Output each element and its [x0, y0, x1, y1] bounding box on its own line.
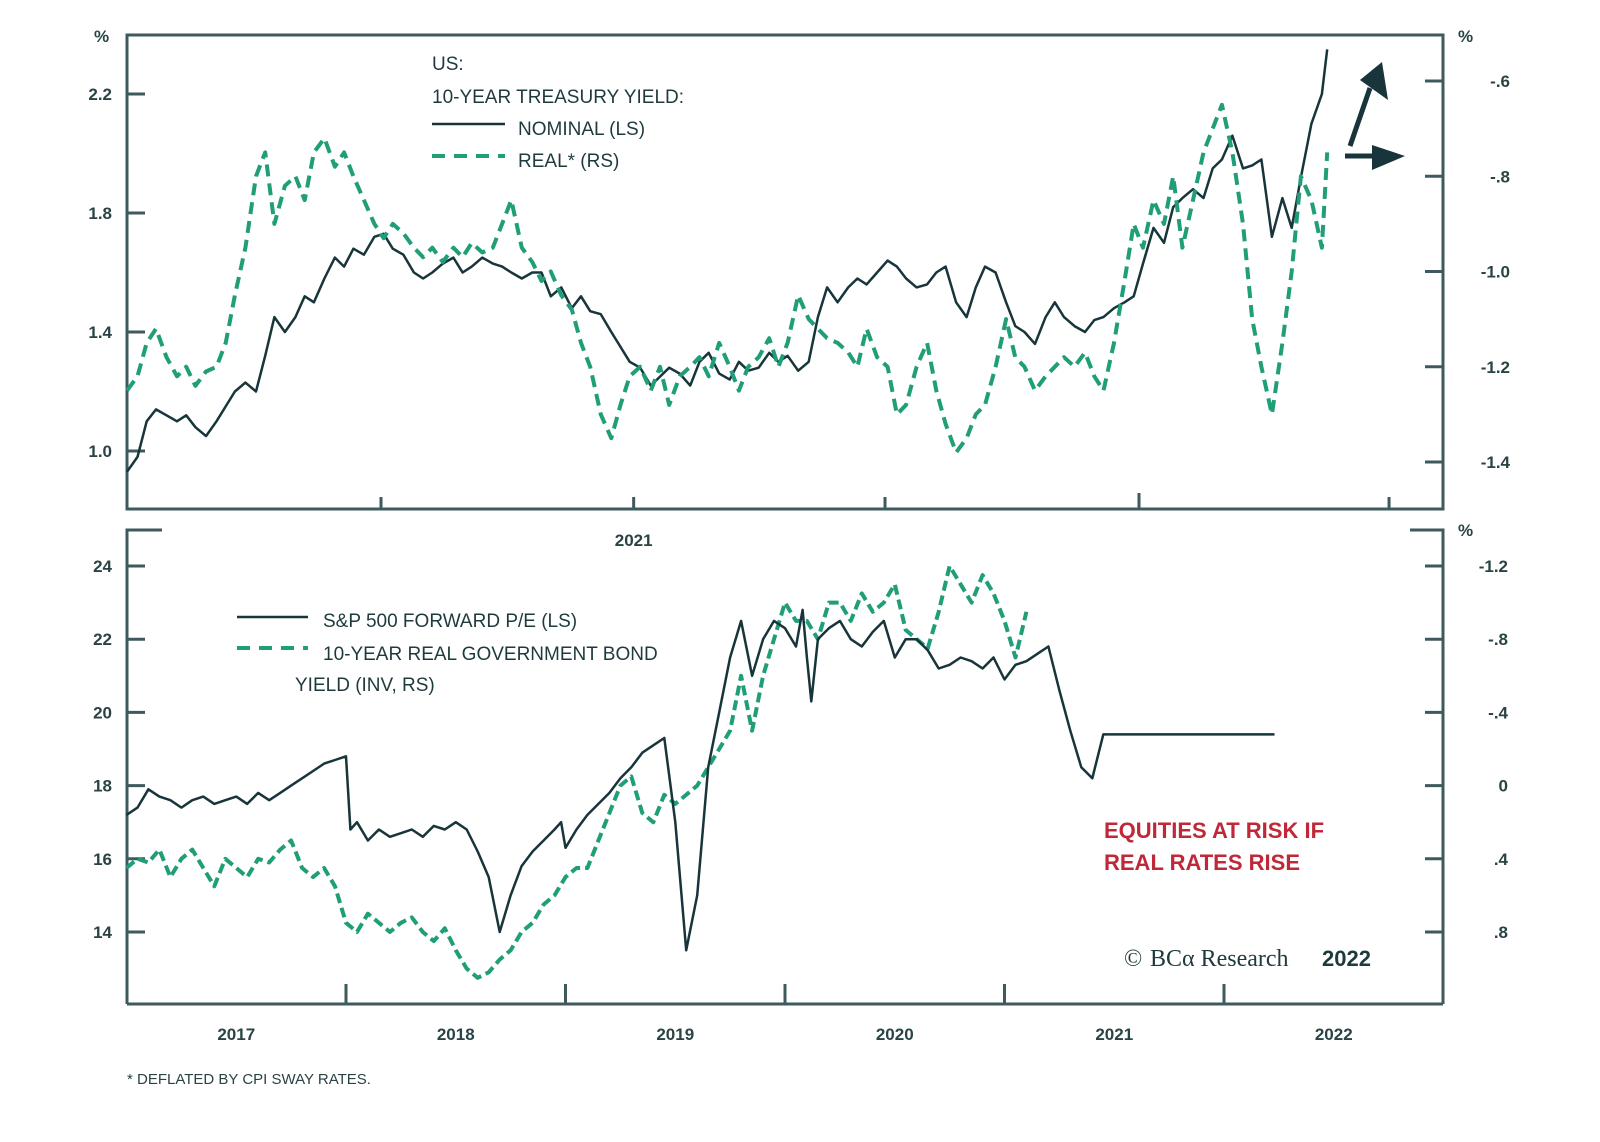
bottom-right-axis: -1.2 -.8 -.4 0 .4 .8 [1425, 557, 1509, 942]
bottom-x-tick-label: 2017 [217, 1025, 255, 1044]
bottom-legend-label-real-line1: 10-YEAR REAL GOVERNMENT BOND [323, 644, 658, 665]
top-right-tick-label: -.6 [1490, 72, 1510, 91]
bottom-right-tick-label: -.8 [1488, 630, 1508, 649]
top-right-tick-label: -1.0 [1481, 263, 1510, 282]
top-x-axis: 2021 [379, 493, 1391, 550]
top-legend-label-real: REAL* (RS) [518, 151, 619, 172]
series-line-real [125, 102, 1330, 455]
bottom-x-tick-label: 2020 [876, 1025, 914, 1044]
bottom-left-axis: 24 22 20 18 16 14 [93, 557, 145, 942]
arrow-up-icon [1347, 62, 1388, 147]
top-left-tick-label: 2.2 [88, 85, 112, 104]
top-plot-frame [125, 33, 1445, 511]
top-left-tick-label: 1.8 [88, 204, 112, 223]
bottom-series-group [125, 564, 1275, 980]
top-right-tick-label: -1.2 [1481, 358, 1510, 377]
top-legend-title-line1: US: [432, 54, 464, 75]
copyright: © BCα Research 2022 [1124, 946, 1371, 972]
top-x-tick-label: 2021 [615, 531, 653, 550]
bottom-x-axis: 2017 2018 2019 2020 2021 2022 [217, 984, 1353, 1044]
bottom-legend-label-pe: S&P 500 FORWARD P/E (LS) [323, 611, 577, 632]
bottom-left-tick-label: 20 [93, 703, 112, 722]
bottom-left-tick-label: 16 [93, 850, 112, 869]
bottom-left-tick-label: 22 [93, 630, 112, 649]
top-right-unit: % [1458, 27, 1473, 46]
arrow-right-icon [1345, 145, 1405, 170]
bottom-right-tick-label: .8 [1494, 923, 1508, 942]
bottom-left-tick-label: 18 [93, 777, 112, 796]
footnote: * DEFLATED BY CPI SWAY RATES. [127, 1071, 371, 1088]
bottom-right-tick-label: 0 [1499, 777, 1508, 796]
bottom-left-axis-line [125, 528, 162, 1004]
bottom-right-tick-label: -1.2 [1479, 557, 1508, 576]
copyright-year: 2022 [1322, 946, 1371, 971]
bottom-x-tick-label: 2019 [656, 1025, 694, 1044]
bottom-right-unit: % [1458, 521, 1473, 540]
top-legend-label-nominal: NOMINAL (LS) [518, 119, 645, 140]
annotation-line2: REAL RATES RISE [1104, 850, 1300, 875]
top-left-unit: % [94, 27, 109, 46]
top-right-axis: -.6 -.8 -1.0 -1.2 -1.4 [1425, 72, 1511, 472]
bottom-x-tick-label: 2022 [1315, 1025, 1353, 1044]
series-line-pe [125, 608, 1275, 952]
top-panel: % % 2.2 1.8 1.4 1.0 -.6 -.8 -1.0 -1.2 -1.4 2021… [88, 27, 1510, 550]
top-right-tick-label: -.8 [1490, 167, 1510, 186]
bottom-legend-label-real-line2: YIELD (INV, RS) [295, 675, 435, 696]
top-left-axis: 2.2 1.8 1.4 1.0 [88, 85, 145, 461]
copyright-brand: BCα Research [1150, 946, 1289, 972]
copyright-symbol: © [1124, 946, 1142, 972]
top-legend: US: 10-YEAR TREASURY YIELD: NOMINAL (LS)… [432, 54, 684, 172]
top-left-tick-label: 1.4 [88, 323, 112, 342]
bottom-left-tick-label: 14 [93, 923, 112, 942]
series-line-nominal [125, 49, 1329, 473]
bottom-right-tick-label: -.4 [1488, 703, 1508, 722]
top-series-group [125, 49, 1330, 473]
series-line-real-yield [125, 564, 1029, 980]
annotation-line1: EQUITIES AT RISK IF [1104, 818, 1324, 843]
bottom-x-tick-label: 2021 [1095, 1025, 1133, 1044]
top-legend-title-line2: 10-YEAR TREASURY YIELD: [432, 87, 684, 108]
top-left-tick-label: 1.0 [88, 442, 112, 461]
bottom-right-axis-line [1410, 528, 1445, 1004]
bottom-left-tick-label: 24 [93, 557, 112, 576]
bottom-right-tick-label: .4 [1494, 850, 1509, 869]
bottom-legend: S&P 500 FORWARD P/E (LS) 10-YEAR REAL GO… [237, 611, 658, 696]
bottom-x-tick-label: 2018 [437, 1025, 475, 1044]
top-right-tick-label: -1.4 [1481, 453, 1511, 472]
